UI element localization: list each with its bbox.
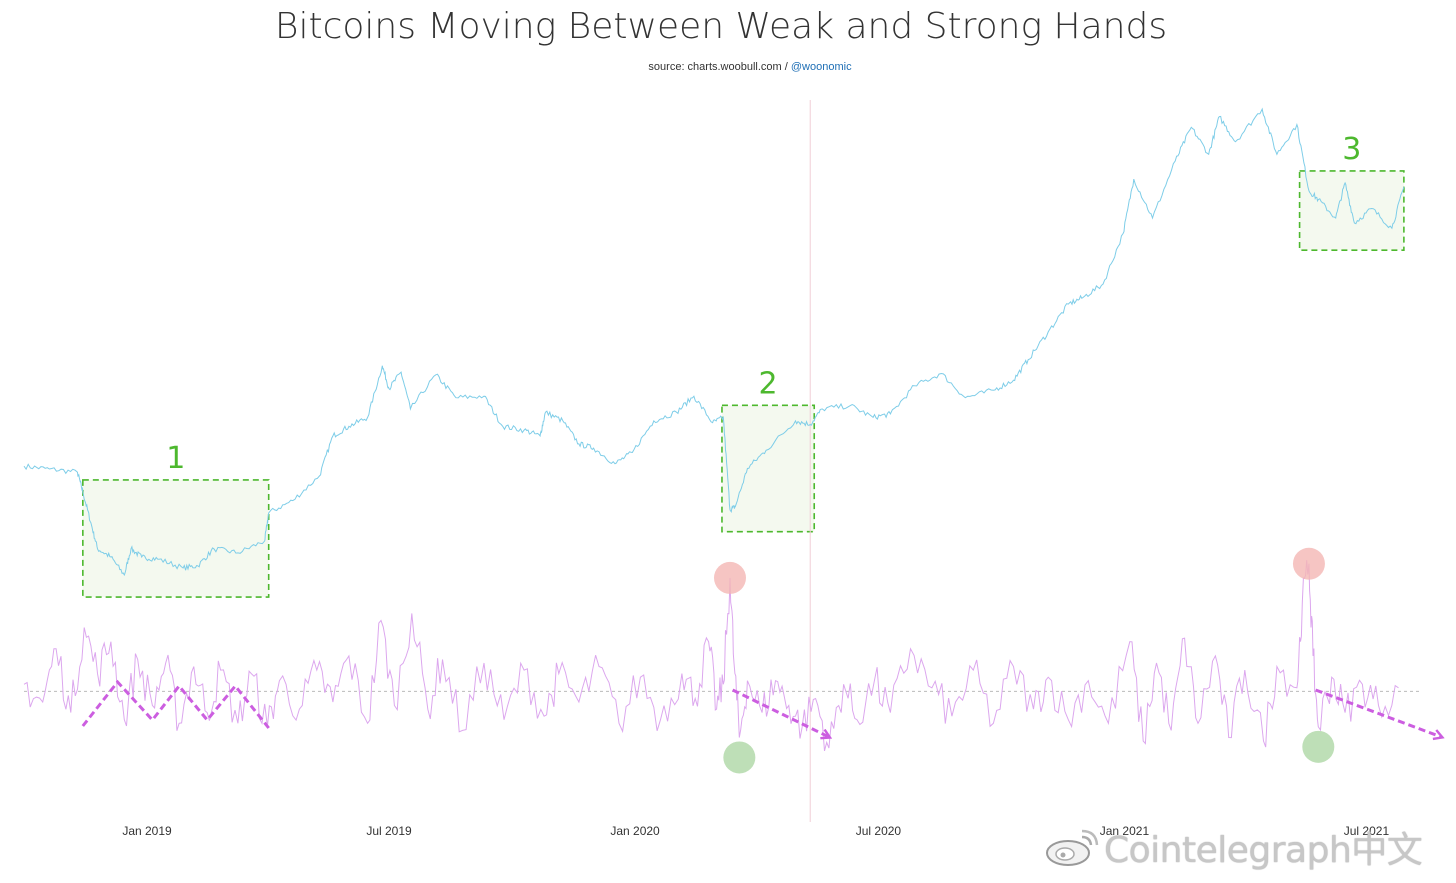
price-series bbox=[23, 107, 1405, 577]
x-tick-label-3: Jan 2020 bbox=[610, 824, 660, 838]
x-tick-label-2: Jul 2019 bbox=[366, 824, 412, 838]
annotation-label-3: 3 bbox=[1342, 132, 1361, 167]
down-trend-arrow-1 bbox=[732, 688, 833, 740]
x-tick-label-4: Jul 2020 bbox=[856, 824, 902, 838]
annotation-label-2: 2 bbox=[759, 366, 778, 401]
annotation-label-1: 1 bbox=[166, 441, 185, 476]
x-axis: Jan 2019 Jul 2019 Jan 2020 Jul 2020 Jan 2021… bbox=[122, 824, 1389, 838]
annotation-box-3 bbox=[1298, 170, 1405, 251]
buy-dip-marker-2 bbox=[1302, 730, 1335, 763]
down-trend-arrow-2 bbox=[1315, 688, 1445, 741]
watermark: Cointelegraph中文 bbox=[1044, 823, 1423, 871]
sell-spike-marker-2 bbox=[1292, 547, 1325, 580]
price-line bbox=[23, 107, 1405, 577]
zigzag-trend-line bbox=[81, 679, 270, 729]
sell-spike-marker-1 bbox=[713, 561, 746, 594]
x-tick-label-5: Jan 2021 bbox=[1100, 824, 1150, 838]
source-text: source: charts.woobull.com / bbox=[648, 61, 791, 73]
weibo-icon bbox=[1046, 829, 1099, 866]
x-tick-label-6: Jul 2021 bbox=[1344, 824, 1390, 838]
trend-arrows bbox=[81, 679, 1445, 741]
source-line: source: charts.woobull.com / @woonomic bbox=[0, 61, 1456, 73]
annotation-box-2 bbox=[721, 404, 816, 533]
annotation-boxes: 1 2 3 bbox=[82, 132, 1405, 598]
watermark-text: Cointelegraph中文 bbox=[1104, 830, 1423, 871]
flow-markers bbox=[713, 547, 1335, 774]
x-tick-label-1: Jan 2019 bbox=[122, 824, 172, 838]
annotation-box-1 bbox=[82, 479, 270, 598]
source-handle[interactable]: @woonomic bbox=[790, 61, 852, 73]
chart-title: Bitcoins Moving Between Weak and Strong … bbox=[274, 6, 1168, 47]
buy-dip-marker-1 bbox=[723, 741, 756, 774]
